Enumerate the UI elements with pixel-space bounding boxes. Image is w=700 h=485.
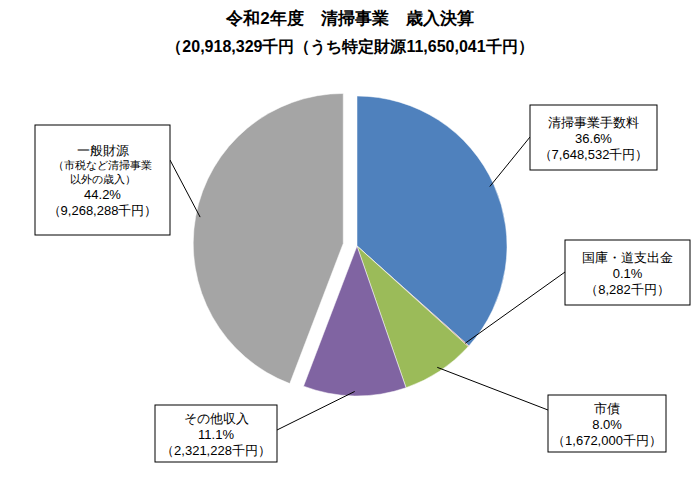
slice (193, 93, 343, 383)
leader-line (170, 160, 200, 217)
label-box (565, 240, 690, 305)
data-labels: 清掃事業手数料36.6%（7,648,532千円） 国庫・道支出金0.1%（8,2… (35, 105, 690, 462)
leader-line (465, 272, 565, 343)
category-label: その他収入 (184, 411, 249, 426)
leader-line (277, 391, 355, 430)
leader-line (490, 137, 530, 187)
category-label: 国庫・道支出金 (582, 250, 673, 265)
category-label: 一般財源 (77, 143, 129, 158)
chart: 令和2年度 清掃事業 歳入決算 （20,918,329千円（うち特定財源11,65… (0, 0, 700, 485)
data-label: 44.2% (84, 187, 121, 202)
data-label: 36.6% (575, 131, 612, 146)
label-box (548, 395, 666, 452)
amount-label: （2,321,228千円） (161, 443, 271, 458)
label-box (530, 105, 657, 170)
data-label: 8.0% (592, 417, 622, 432)
label-box (35, 125, 170, 235)
data-label: 0.1% (613, 266, 643, 281)
note-label: 以外の歳入） (70, 173, 136, 185)
amount-label: （7,648,532千円） (539, 147, 649, 162)
amount-label: （1,672,000千円） (552, 433, 662, 448)
amount-label: （8,282千円） (585, 282, 670, 297)
subtitle: （20,918,329千円（うち特定財源11,650,041千円） (166, 38, 533, 56)
category-label: 清掃事業手数料 (548, 115, 639, 130)
data-label: 11.1% (198, 427, 234, 442)
label-box (155, 405, 277, 462)
category-label: 市債 (594, 401, 620, 416)
note-label: （市税など清掃事業 (53, 159, 152, 171)
leader-line (437, 367, 548, 410)
title: 令和2年度 清掃事業 歳入決算 (225, 9, 473, 28)
amount-label: （9,268,288千円） (48, 203, 158, 218)
pie (193, 93, 507, 396)
